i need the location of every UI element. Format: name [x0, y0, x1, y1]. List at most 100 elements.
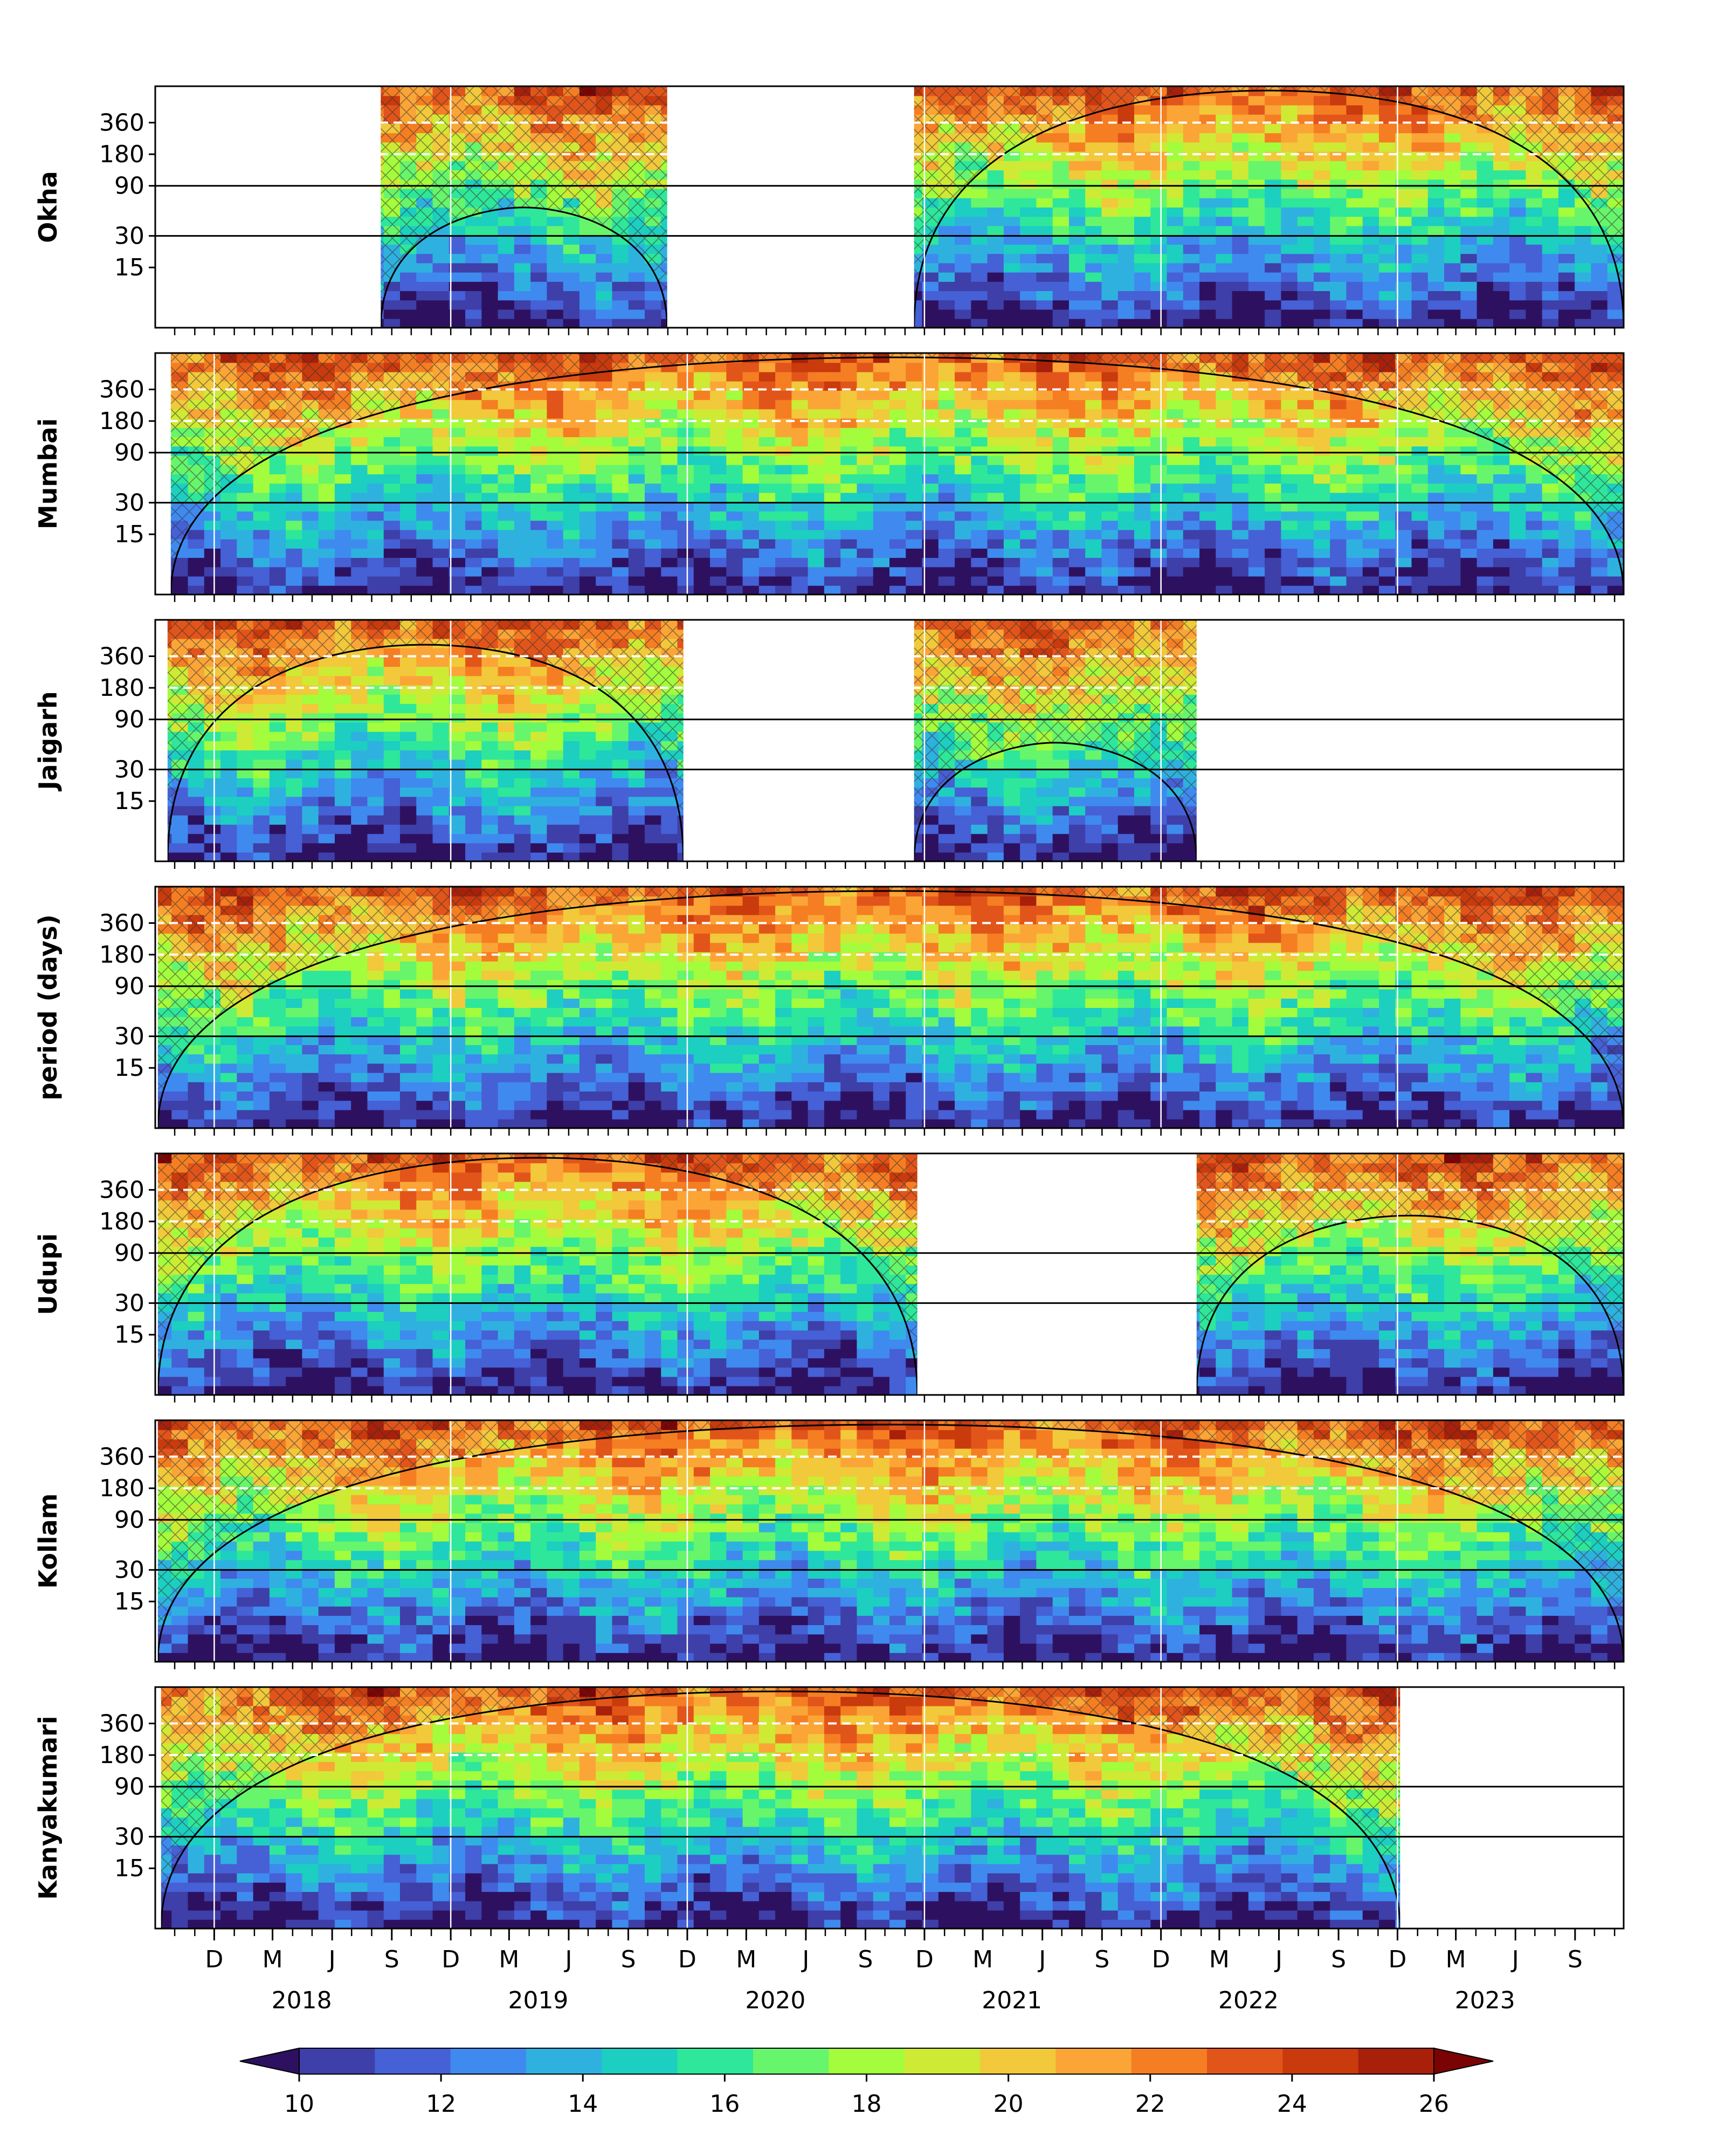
- y-tick-label: 15: [114, 787, 144, 815]
- y-tick-label: 30: [114, 1023, 144, 1051]
- y-tick-label: 15: [114, 521, 144, 548]
- y-tick-label: 30: [114, 1823, 144, 1851]
- x-month-label: M: [1446, 1946, 1466, 1973]
- panel-period-days-: 15 30 90 180 360 period (days): [33, 886, 1625, 1136]
- x-month-label: M: [499, 1946, 519, 1973]
- panel-label: Mumbai: [33, 418, 63, 529]
- x-month-label: M: [263, 1946, 283, 1973]
- y-tick-label: 90: [114, 1507, 144, 1534]
- x-month-label: S: [384, 1946, 399, 1973]
- colorbar-tick-label: 16: [709, 2090, 740, 2118]
- colorbar-tick-label: 10: [284, 2090, 314, 2118]
- x-year-label: 2023: [1455, 1987, 1515, 2014]
- x-month-label: J: [1037, 1946, 1046, 1973]
- heatmap-field: [167, 620, 1197, 861]
- cone-of-influence: [161, 1690, 1400, 1929]
- heatmap-field: [381, 86, 1624, 328]
- cone-of-influence: [1196, 1214, 1624, 1395]
- x-month-label: M: [1209, 1946, 1230, 1973]
- y-tick-label: 90: [114, 706, 144, 734]
- panel-label: Okha: [33, 171, 63, 243]
- y-tick-label: 30: [114, 1557, 144, 1584]
- panel-frame: [154, 1419, 1625, 1663]
- coi-hatch: [914, 86, 1624, 328]
- cone-of-influence: [381, 206, 668, 328]
- panel-frame: [154, 1152, 1625, 1396]
- x-month-label: S: [1568, 1946, 1583, 1973]
- y-tick-label: 180: [99, 674, 144, 702]
- y-tick-label: 90: [114, 973, 144, 1000]
- colorbar-segment: [980, 2048, 1056, 2074]
- heatmap-field: [157, 887, 1624, 1128]
- panel-okha: 15 30 90 180 360 Okha: [33, 85, 1625, 335]
- y-tick-label: 15: [114, 1855, 144, 1882]
- x-month-label: J: [1510, 1946, 1519, 1973]
- cone-of-influence: [913, 742, 1197, 861]
- heatmap-field: [157, 1420, 1624, 1662]
- cone-of-influence: [157, 1157, 919, 1395]
- y-tick-label: 90: [114, 172, 144, 200]
- panel-frame: [154, 352, 1625, 596]
- coi-hatch: [1196, 1153, 1624, 1395]
- colorbar-segment: [904, 2048, 981, 2074]
- panel-frame: [154, 619, 1625, 862]
- y-tick-label: 360: [99, 643, 144, 671]
- panel-label: Kanyakumari: [33, 1716, 63, 1899]
- colorbar-segment: [526, 2048, 602, 2074]
- panel-kanyakumari: 15 30 90 180 360 Kanyakumari: [33, 1686, 1625, 1936]
- colorbar-segment: [753, 2048, 829, 2074]
- coi-hatch: [157, 887, 1624, 1128]
- colorbar-segment: [299, 2048, 375, 2074]
- y-tick-label: 30: [114, 223, 144, 250]
- colorbar-segment: [1207, 2048, 1283, 2074]
- cone-of-influence: [913, 89, 1624, 328]
- x-month-label: D: [915, 1946, 934, 1973]
- panel-label: Udupi: [33, 1233, 63, 1315]
- x-month-label: M: [972, 1946, 993, 1973]
- colorbar-segment: [829, 2048, 905, 2074]
- coi-hatch: [167, 620, 684, 861]
- colorbar-tick-label: 12: [426, 2090, 456, 2118]
- x-month-label: D: [205, 1946, 223, 1973]
- y-tick-label: 180: [99, 1208, 144, 1235]
- y-tick-label: 360: [99, 1177, 144, 1204]
- x-month-label: J: [801, 1946, 809, 1973]
- colorbar-segment: [375, 2048, 451, 2074]
- x-month-label: S: [1094, 1946, 1109, 1973]
- panel-frame: [154, 886, 1625, 1129]
- x-month-label: S: [1331, 1946, 1346, 1973]
- colorbar-segment: [450, 2048, 527, 2074]
- x-year-label: 2018: [272, 1987, 332, 2014]
- colorbar-extend-max: [1433, 2047, 1494, 2075]
- panel-label: Jaigarh: [33, 691, 63, 791]
- coi-hatch: [157, 1153, 917, 1395]
- colorbar-segment: [602, 2048, 678, 2074]
- colorbar-extend-min: [239, 2047, 300, 2075]
- x-month-label: S: [858, 1946, 873, 1973]
- coi-hatch: [170, 353, 1624, 595]
- x-axis: D M J S D M J S D M J S D M J S D M J S D M J S 2018 2019 2020 2021…: [205, 1929, 1583, 2014]
- colorbar: 10 12 14 16 18 20 22 24 26: [239, 2047, 1494, 2118]
- panel-label: Kollam: [33, 1494, 63, 1589]
- x-month-label: D: [678, 1946, 696, 1973]
- x-month-label: D: [441, 1946, 460, 1973]
- colorbar-segment: [1055, 2048, 1132, 2074]
- panel-mumbai: 15 30 90 180 360 Mumbai: [33, 352, 1625, 602]
- y-tick-label: 90: [114, 1773, 144, 1801]
- y-tick-label: 15: [114, 254, 144, 281]
- x-month-label: J: [1274, 1946, 1282, 1973]
- panel-frame: [154, 85, 1625, 329]
- panel-label: period (days): [33, 914, 63, 1100]
- coi-hatch: [161, 1687, 1400, 1929]
- colorbar-tick-label: 20: [993, 2090, 1024, 2118]
- heatmap-field: [161, 1687, 1400, 1929]
- x-month-label: D: [1152, 1946, 1170, 1973]
- y-tick-label: 180: [99, 941, 144, 969]
- panel-jaigarh: 15 30 90 180 360 Jaigarh: [33, 619, 1625, 869]
- coi-hatch: [157, 1420, 1624, 1662]
- x-year-label: 2019: [508, 1987, 568, 2014]
- colorbar-segment: [1282, 2048, 1359, 2074]
- colorbar-tick-label: 24: [1277, 2090, 1307, 2118]
- panels-group: 15 30 90 180 360 Okha 15 30 90 180 360 Mumbai 15 30 90…: [33, 85, 1625, 1936]
